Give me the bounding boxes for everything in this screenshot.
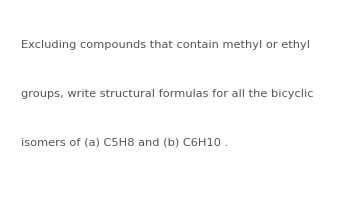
Text: Excluding compounds that contain methyl or ethyl: Excluding compounds that contain methyl … (21, 40, 310, 50)
Text: groups, write structural formulas for all the bicyclic: groups, write structural formulas for al… (21, 89, 314, 99)
Text: isomers of (a) C5H8 and (b) C6H10 .: isomers of (a) C5H8 and (b) C6H10 . (21, 138, 228, 148)
